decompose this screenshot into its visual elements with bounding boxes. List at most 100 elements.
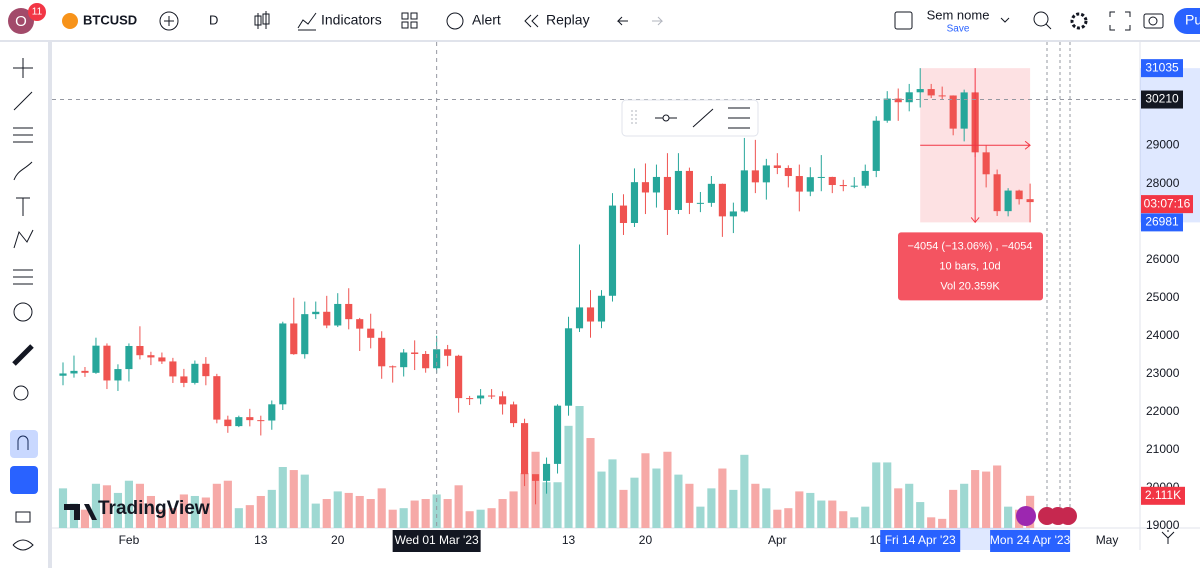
candle-body xyxy=(883,98,891,121)
candle-body xyxy=(433,349,441,369)
economic-event[interactable] xyxy=(1059,507,1077,525)
candle-body xyxy=(466,398,474,400)
symbol[interactable]: BTCUSD xyxy=(83,12,137,27)
interval[interactable]: D xyxy=(209,12,218,27)
candle-body xyxy=(268,404,276,421)
y-tick-label: 24000 xyxy=(1146,328,1180,342)
layout-icon[interactable] xyxy=(894,11,913,30)
watermark: TradingView xyxy=(98,498,210,519)
volume-bar xyxy=(740,454,749,528)
volume-bar xyxy=(938,518,947,528)
line-tool[interactable] xyxy=(13,91,33,111)
magnet-tool[interactable] xyxy=(17,435,29,450)
crosshair-time-bg xyxy=(392,530,481,552)
brush-tool[interactable] xyxy=(13,161,33,181)
search-handle xyxy=(1045,23,1052,30)
prediction-tool[interactable] xyxy=(13,269,33,285)
ruler-tool[interactable] xyxy=(12,344,34,366)
fullscreen[interactable] xyxy=(1109,11,1131,31)
volume-bar xyxy=(135,483,144,528)
replay[interactable]: Replay xyxy=(546,12,590,28)
volume-bar xyxy=(58,488,68,528)
volume-bar xyxy=(157,509,166,528)
volume-bar xyxy=(839,511,848,528)
btc-icon xyxy=(62,13,78,29)
candle-body xyxy=(872,120,880,171)
volume-bar xyxy=(652,468,661,528)
volume-bar xyxy=(113,492,123,528)
settings[interactable] xyxy=(1070,12,1088,30)
y-tick-label: 25000 xyxy=(1146,290,1180,304)
avatar[interactable] xyxy=(8,8,34,34)
volume-bar xyxy=(80,509,90,528)
crosshair-tool[interactable] xyxy=(13,58,33,78)
undo[interactable] xyxy=(616,16,628,26)
zoom-tool[interactable] xyxy=(13,385,29,401)
volume-label: 2.111K xyxy=(1145,488,1181,502)
candle-body xyxy=(356,319,364,329)
candle-body xyxy=(59,373,67,376)
badge-count: 11 xyxy=(32,7,43,18)
measure-text: −4054 (−13.06%) , −4054 xyxy=(907,240,1032,252)
volume-bar xyxy=(993,465,1002,528)
icon-tool[interactable] xyxy=(13,302,33,322)
candle-body xyxy=(960,92,968,129)
fib-tool[interactable] xyxy=(13,127,33,143)
drag-handle[interactable] xyxy=(631,110,637,126)
lock-tool[interactable] xyxy=(15,511,31,523)
candle-body xyxy=(422,353,430,369)
search[interactable] xyxy=(1033,11,1049,27)
volume-bar xyxy=(619,489,628,528)
save[interactable]: Save xyxy=(947,24,970,35)
plot: −4054 (−13.06%) , −4054 10 bars, 10d Vol 2… xyxy=(52,42,1140,528)
lines-tool[interactable] xyxy=(728,107,750,129)
candle-body xyxy=(905,92,913,103)
layout-menu[interactable] xyxy=(1000,17,1010,23)
indicators[interactable]: Indicators xyxy=(321,12,382,28)
alert-icon xyxy=(446,12,464,30)
text-tool[interactable] xyxy=(16,197,30,216)
volume-label-bg xyxy=(1141,486,1185,505)
y-tick-label: 23000 xyxy=(1146,366,1180,380)
indicators-icon xyxy=(297,12,317,31)
snapshot[interactable] xyxy=(1143,13,1164,29)
y-tick-label: 19000 xyxy=(1146,518,1180,532)
candle-body xyxy=(158,357,166,362)
visibility-tool[interactable] xyxy=(12,539,34,551)
candle-body xyxy=(696,202,704,204)
candle-body xyxy=(147,355,155,358)
stay-drawing-active[interactable] xyxy=(10,466,38,494)
candle-body xyxy=(323,311,331,326)
avatar-letter: O xyxy=(15,13,27,30)
pattern-tool[interactable] xyxy=(13,229,34,249)
layout-name[interactable]: Sem nome xyxy=(927,7,990,22)
y-tick-label: 26000 xyxy=(1146,252,1180,266)
volume-bar xyxy=(223,480,232,528)
trend-line[interactable] xyxy=(692,108,714,128)
alert[interactable]: Alert xyxy=(472,12,501,28)
x-tick-label: 13 xyxy=(254,533,268,547)
volume-bar xyxy=(377,488,386,528)
volume-bar xyxy=(190,495,199,528)
volume-bar xyxy=(883,462,892,528)
floating-toolbar xyxy=(621,99,759,137)
volume-bar xyxy=(916,502,925,528)
candle-body xyxy=(586,307,595,322)
measure-time-label: Mon 24 Apr '23 xyxy=(990,533,1071,547)
candle-body xyxy=(312,311,320,315)
event-icon[interactable] xyxy=(1016,506,1036,526)
templates-icon[interactable] xyxy=(401,12,418,29)
axis-settings[interactable] xyxy=(1161,530,1175,544)
drawing-tools xyxy=(12,58,34,551)
volume-bar xyxy=(542,482,551,528)
candle-body xyxy=(663,176,672,210)
volume-bar xyxy=(69,503,79,528)
add-symbol[interactable] xyxy=(159,11,179,31)
redo[interactable] xyxy=(652,16,664,26)
measure-time-bg xyxy=(880,530,961,552)
volume-bar xyxy=(234,508,243,528)
publish: Pu xyxy=(1185,12,1200,28)
measure-text: 10 bars, 10d xyxy=(939,260,1000,272)
publish-button[interactable] xyxy=(1174,8,1200,34)
